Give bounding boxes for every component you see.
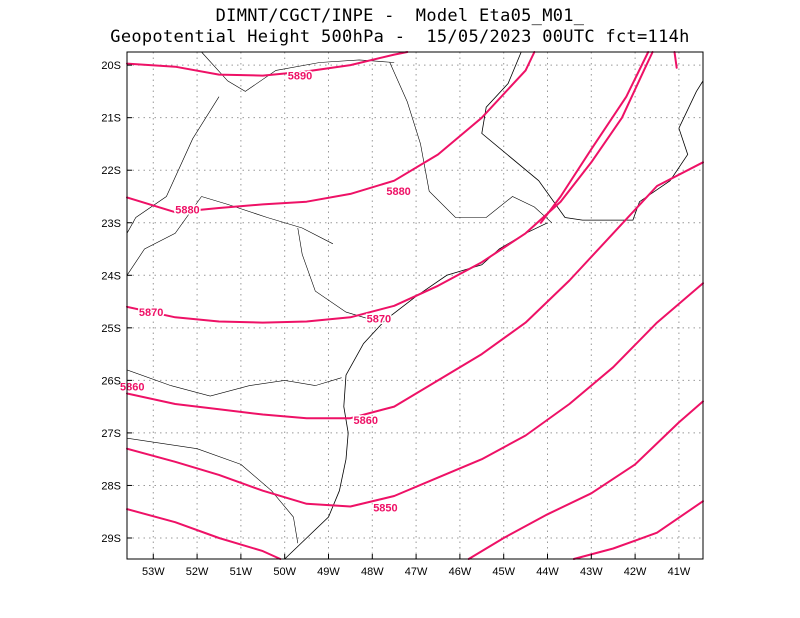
- state-border: [201, 51, 395, 92]
- contour-label: 5870: [367, 313, 391, 325]
- contour-label: 5870: [139, 307, 163, 319]
- x-tick-label: 50W: [273, 566, 296, 578]
- y-tick-label: 28S: [101, 480, 121, 492]
- map-title-line1: DIMNT/CGCT/INPE - Model Eta05_M01_: [215, 6, 585, 26]
- contour-5880: [539, 51, 650, 224]
- y-tick-label: 22S: [101, 165, 121, 177]
- y-tick-label: 26S: [101, 375, 121, 387]
- state-border: [201, 196, 334, 245]
- y-tick-label: 29S: [101, 533, 121, 545]
- contour-5840: [467, 400, 704, 560]
- contour-5870: [126, 51, 654, 324]
- contour-5890: [126, 51, 409, 77]
- map-frame: [126, 51, 704, 560]
- x-tick-label: 41W: [668, 566, 691, 578]
- x-tick-label: 45W: [492, 566, 515, 578]
- y-tick-label: 24S: [101, 270, 121, 282]
- contour-5830: [572, 500, 704, 560]
- x-tick-label: 48W: [361, 566, 384, 578]
- contour-label: 5890: [288, 71, 312, 83]
- height-contours: [126, 51, 704, 560]
- contour-label: 5860: [353, 415, 377, 427]
- y-tick-label: 27S: [101, 428, 121, 440]
- axis-ticks: 53W 52W 51W 50W 49W 48W 47W 46W 45W 44W 43W 42W 41W 2…: [101, 60, 690, 578]
- contour-5840: [126, 508, 282, 560]
- y-tick-label: 20S: [101, 60, 121, 72]
- x-tick-label: 52W: [186, 566, 209, 578]
- x-tick-label: 42W: [624, 566, 647, 578]
- contour-labels: 5890 5880 5880 5870 5870 5860 5860 5850: [119, 69, 413, 516]
- x-tick-label: 51W: [230, 566, 253, 578]
- contour-5890: [673, 51, 678, 69]
- x-tick-label: 44W: [536, 566, 559, 578]
- x-tick-label: 43W: [580, 566, 603, 578]
- x-tick-label: 46W: [449, 566, 472, 578]
- coastline-and-borders: [126, 51, 704, 560]
- x-tick-label: 47W: [405, 566, 428, 578]
- state-border: [126, 96, 220, 234]
- contour-label: 5880: [175, 205, 199, 217]
- state-border: [126, 369, 342, 397]
- coastline: [481, 51, 704, 221]
- y-tick-label: 21S: [101, 113, 121, 125]
- state-border: [389, 62, 553, 224]
- state-border: [126, 196, 202, 276]
- contour-5880: [126, 51, 536, 214]
- state-border: [297, 227, 373, 321]
- x-tick-label: 49W: [317, 566, 340, 578]
- contour-5860: [126, 161, 704, 420]
- contour-label: 5880: [386, 186, 410, 198]
- gridlines: [127, 52, 703, 559]
- contour-label: 5860: [120, 382, 144, 394]
- map-title-line2: Geopotential Height 500hPa - 15/05/2023 …: [110, 27, 690, 47]
- contour-5850: [126, 282, 704, 508]
- y-tick-label: 25S: [101, 323, 121, 335]
- x-tick-label: 53W: [142, 566, 165, 578]
- y-tick-label: 23S: [101, 218, 121, 230]
- contour-label: 5850: [373, 503, 397, 515]
- state-border: [126, 437, 299, 544]
